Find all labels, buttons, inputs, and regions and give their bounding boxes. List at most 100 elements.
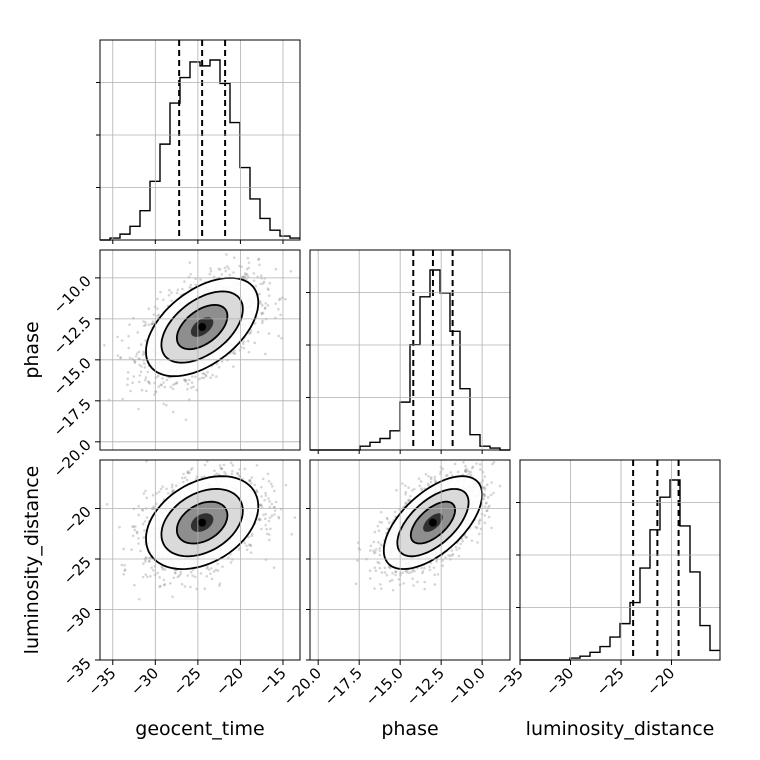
sample-point bbox=[137, 542, 140, 545]
sample-point bbox=[174, 484, 178, 488]
sample-point bbox=[161, 377, 164, 380]
sample-point bbox=[491, 462, 494, 466]
sample-point bbox=[217, 473, 221, 476]
sample-point bbox=[149, 574, 152, 578]
sample-point bbox=[176, 575, 180, 579]
sample-point bbox=[267, 519, 271, 523]
sample-point bbox=[225, 265, 229, 268]
sample-point bbox=[274, 500, 278, 504]
grid-lines bbox=[100, 40, 300, 240]
sample-point bbox=[137, 407, 140, 411]
sample-point bbox=[257, 257, 261, 261]
sample-point bbox=[248, 479, 251, 483]
sample-point bbox=[249, 482, 253, 485]
sample-point bbox=[267, 456, 270, 459]
sample-point bbox=[215, 375, 218, 378]
sample-point bbox=[477, 519, 481, 523]
panel-frame bbox=[99, 459, 301, 661]
sample-point bbox=[267, 497, 270, 500]
sample-point bbox=[229, 461, 233, 465]
sample-point bbox=[433, 583, 437, 586]
sample-point bbox=[483, 521, 487, 525]
sample-point bbox=[205, 460, 209, 463]
sample-point bbox=[249, 543, 252, 547]
sample-point bbox=[258, 517, 261, 520]
sample-point bbox=[182, 480, 185, 484]
sample-point bbox=[206, 370, 209, 374]
sample-point bbox=[432, 566, 436, 569]
sample-point bbox=[394, 570, 398, 574]
sample-point bbox=[224, 454, 227, 457]
sample-point bbox=[263, 498, 266, 502]
sample-point bbox=[175, 291, 179, 295]
sample-point bbox=[244, 273, 248, 276]
sample-point bbox=[144, 560, 147, 563]
sample-point bbox=[127, 334, 130, 338]
sample-point bbox=[152, 568, 155, 572]
sample-point bbox=[258, 503, 262, 507]
sample-point bbox=[404, 569, 407, 573]
sample-point bbox=[151, 320, 155, 323]
sample-point bbox=[173, 571, 177, 574]
sample-point bbox=[119, 356, 122, 360]
sample-point bbox=[162, 578, 166, 582]
sample-point bbox=[159, 383, 163, 386]
sample-point bbox=[203, 463, 207, 467]
sample-point bbox=[267, 479, 271, 483]
sample-point bbox=[418, 484, 422, 488]
sample-point bbox=[482, 492, 486, 496]
sample-point bbox=[139, 343, 143, 346]
sample-point bbox=[441, 564, 445, 567]
sample-point bbox=[458, 546, 461, 550]
sample-point bbox=[260, 527, 263, 531]
sample-point bbox=[407, 486, 410, 490]
sample-point bbox=[192, 385, 195, 389]
panel-frame bbox=[309, 249, 511, 451]
sample-point bbox=[186, 471, 190, 475]
sample-point bbox=[378, 553, 382, 557]
sample-point bbox=[258, 518, 261, 522]
sample-point bbox=[206, 565, 209, 569]
sample-point bbox=[261, 321, 264, 325]
sample-point bbox=[190, 467, 194, 470]
sample-point bbox=[130, 548, 133, 552]
sample-point bbox=[161, 568, 165, 571]
sample-point bbox=[217, 267, 221, 271]
sample-point bbox=[261, 319, 264, 323]
sample-point bbox=[278, 297, 282, 301]
sample-point bbox=[447, 554, 450, 557]
sample-point bbox=[170, 291, 173, 294]
sample-point bbox=[249, 329, 253, 332]
sample-point bbox=[391, 571, 394, 575]
sample-point bbox=[401, 571, 404, 574]
hist-panel-luminosity_distance bbox=[516, 460, 720, 661]
sample-point bbox=[207, 568, 211, 571]
sample-point bbox=[377, 529, 381, 533]
sample-point bbox=[246, 275, 250, 278]
sample-point bbox=[175, 381, 178, 385]
sample-point bbox=[133, 583, 136, 587]
sample-point bbox=[129, 389, 132, 393]
sample-point bbox=[148, 560, 151, 563]
sample-point bbox=[141, 522, 145, 526]
sample-point bbox=[249, 544, 253, 547]
sample-point bbox=[277, 307, 280, 311]
scatter-panel-geocent_time-luminosity_distance bbox=[105, 454, 297, 601]
sample-point bbox=[265, 532, 269, 536]
sample-point bbox=[456, 470, 460, 474]
sample-point bbox=[103, 343, 106, 347]
sample-point bbox=[254, 284, 258, 288]
sample-point bbox=[137, 513, 141, 517]
sample-point bbox=[264, 302, 268, 305]
sample-point bbox=[237, 474, 241, 477]
sample-point bbox=[368, 569, 372, 573]
sample-point bbox=[218, 464, 222, 467]
sample-point bbox=[374, 548, 378, 551]
sample-point bbox=[264, 512, 268, 516]
sample-point bbox=[120, 339, 124, 342]
sample-point bbox=[126, 377, 130, 381]
sample-point bbox=[255, 463, 259, 467]
sample-point bbox=[420, 566, 423, 570]
sample-point bbox=[394, 570, 397, 573]
sample-point bbox=[380, 521, 384, 524]
